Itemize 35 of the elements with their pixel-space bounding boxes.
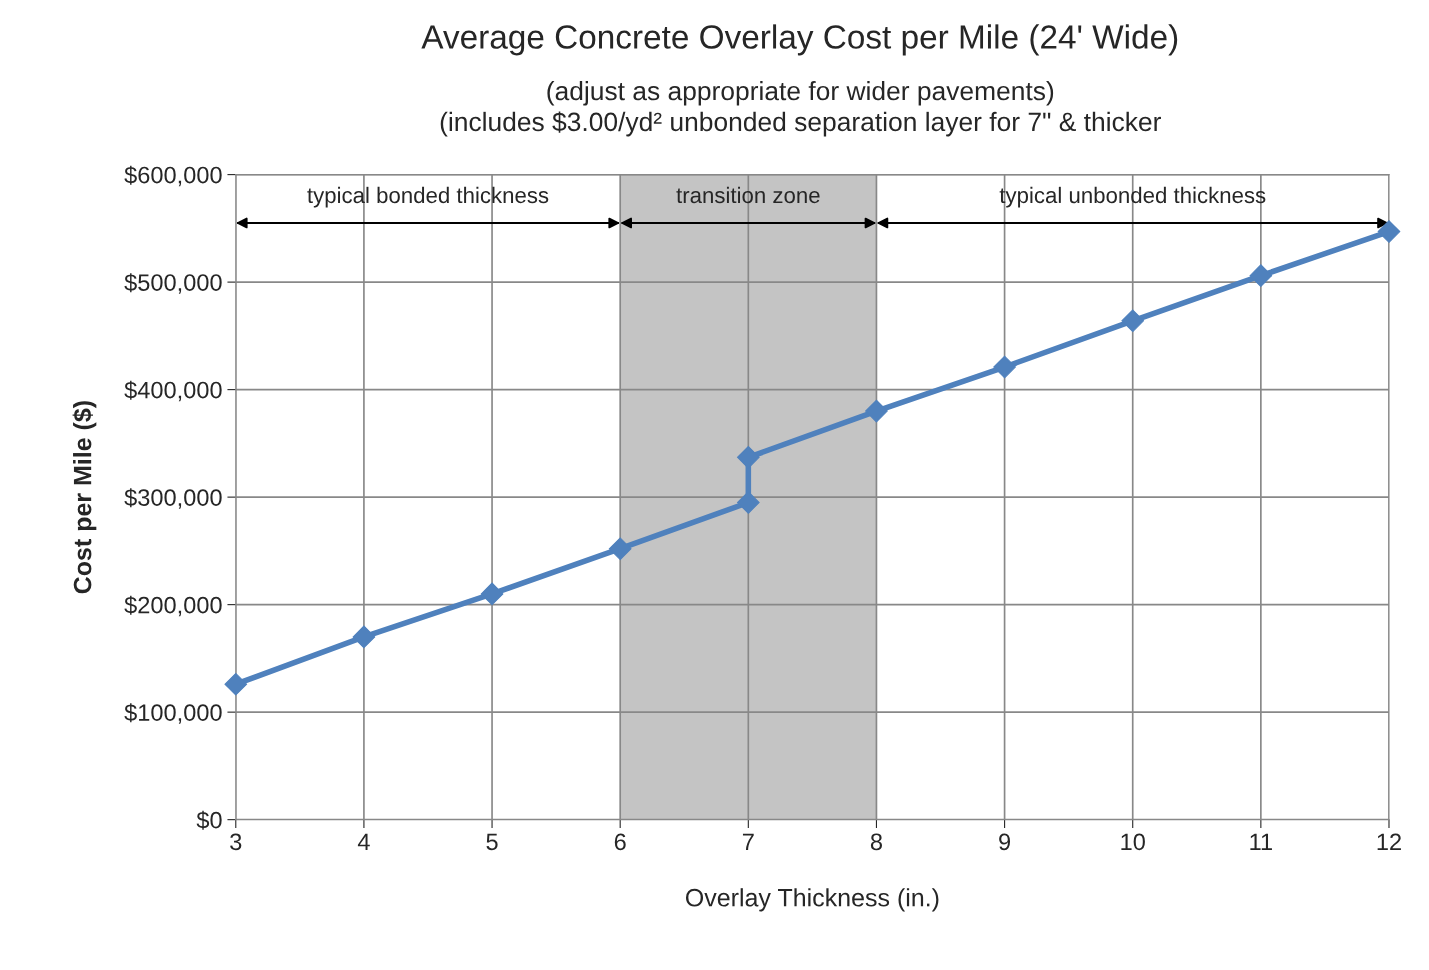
annotation: typical unbonded thickness [999,186,1266,208]
x-tick-label: 9 [999,833,1011,851]
point [1377,220,1401,243]
y-tick-label: $600,000 [124,165,222,187]
point [1121,309,1145,333]
y-tick-label: $200,000 [124,595,222,617]
point [480,582,504,606]
chart-title: Average Concrete Overlay Cost per Mile (24' Wide) [421,24,1178,56]
annotation: typical bonded thickness [307,186,549,208]
band-label: transition zone [676,186,820,204]
point [608,537,632,561]
y-axis-title: Cost per Mile ($) [72,401,97,594]
x-tick-label: 11 [1250,833,1272,850]
y-tick-label: $400,000 [124,380,222,402]
y-tick-label: $300,000 [124,488,222,509]
x-tick-label: 6 [614,833,626,851]
y-tick-label: $500,000 [124,273,222,294]
point [865,399,888,423]
point [737,446,760,469]
point [224,672,248,696]
x-tick-label: 7 [742,833,754,850]
y-tick-label: $100,000 [124,703,222,724]
y-tick-label: $0 [196,810,222,830]
point [737,491,760,514]
x-tick-label: 4 [357,833,370,850]
x-tick-label: 8 [870,833,882,851]
point [1249,264,1273,287]
x-tick-label: 5 [486,833,498,851]
x-tick-label: 12 [1377,833,1401,850]
chart-subtitle: (adjust as appropriate for wider pavements) (includes $3.00/yd² unbonded separation layer for 7" & thicker [440,80,1161,137]
point [993,355,1016,379]
x-tick-label: 3 [230,833,242,851]
point [352,625,376,649]
x-axis-title: Overlay Thickness (in.) [685,888,939,912]
x-tick-label: 10 [1121,833,1145,851]
